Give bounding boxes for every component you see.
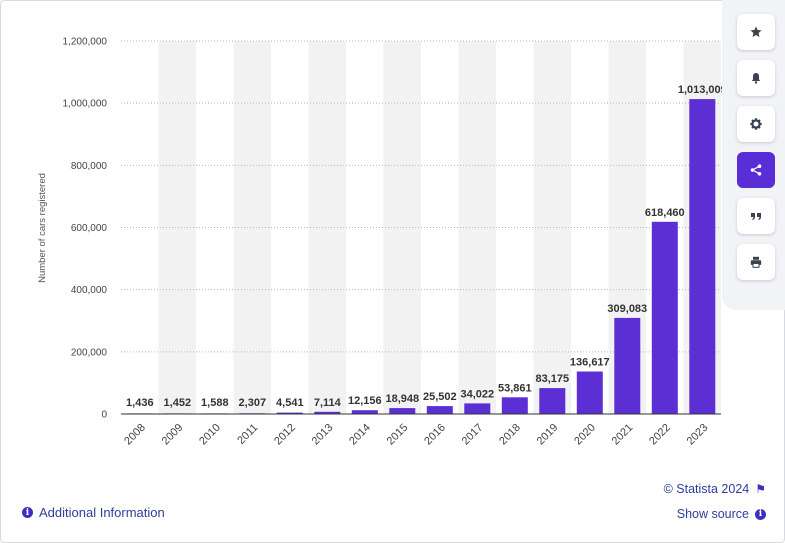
y-tick-label: 800,000 xyxy=(71,161,108,172)
bar-chart: 0 200,000 400,000 600,000 800,000 1,000,000 1,… xyxy=(37,37,722,448)
data-label: 34,022 xyxy=(460,388,494,400)
y-tick-label: 400,000 xyxy=(71,285,108,296)
x-tick-label: 2015 xyxy=(385,422,411,448)
data-label: 1,013,009 xyxy=(678,84,722,96)
x-tick-label: 2022 xyxy=(647,422,673,448)
data-label: 2,307 xyxy=(239,397,267,409)
y-tick-label: 200,000 xyxy=(71,347,108,358)
column-band xyxy=(308,41,346,414)
additional-information-link[interactable]: i Additional Information xyxy=(22,505,165,520)
y-tick-label: 600,000 xyxy=(71,223,108,234)
y-tick-label: 0 xyxy=(101,410,107,421)
y-axis-title: Number of cars registered xyxy=(37,173,48,283)
settings-button[interactable] xyxy=(737,106,775,142)
bar[interactable] xyxy=(614,317,641,414)
data-label: 7,114 xyxy=(314,397,342,409)
flag-icon: ⚑ xyxy=(755,482,766,496)
x-tick-label: 2018 xyxy=(497,422,523,448)
data-label: 83,175 xyxy=(535,373,569,385)
cite-button[interactable] xyxy=(737,198,775,234)
column-bands xyxy=(158,41,721,414)
info-icon: i xyxy=(22,507,33,518)
share-button[interactable] xyxy=(737,152,775,188)
bar[interactable] xyxy=(351,410,378,414)
x-tick-label: 2016 xyxy=(422,422,448,448)
data-label: 12,156 xyxy=(348,395,382,407)
bar[interactable] xyxy=(426,406,453,414)
gridlines xyxy=(121,40,721,353)
bar[interactable] xyxy=(276,412,303,414)
data-label: 1,588 xyxy=(201,397,229,409)
data-label: 1,436 xyxy=(126,397,154,409)
star-icon xyxy=(750,26,762,37)
column-band xyxy=(458,41,496,414)
bar[interactable] xyxy=(689,99,716,414)
data-label: 4,541 xyxy=(276,397,304,409)
bars xyxy=(126,99,716,415)
data-label: 618,460 xyxy=(645,207,685,219)
x-tick-label: 2011 xyxy=(235,422,260,447)
column-band xyxy=(233,41,271,414)
x-tick-label: 2010 xyxy=(197,422,223,448)
bar[interactable] xyxy=(651,221,678,414)
print-icon xyxy=(750,256,762,268)
notification-button[interactable] xyxy=(737,60,775,96)
column-band xyxy=(533,41,571,414)
x-tick-label: 2014 xyxy=(347,422,373,448)
x-tick-label: 2021 xyxy=(610,422,636,448)
copyright-label: © Statista 2024 xyxy=(663,482,750,496)
show-source-link[interactable]: Show source i xyxy=(677,507,766,521)
bar[interactable] xyxy=(501,397,528,414)
bar[interactable] xyxy=(576,371,603,415)
x-tick-label: 2020 xyxy=(572,422,598,448)
data-label: 1,452 xyxy=(164,397,192,409)
statista-copyright-link[interactable]: © Statista 2024 ⚑ xyxy=(664,482,766,496)
x-tick-label: 2012 xyxy=(272,422,298,448)
info-icon: i xyxy=(755,508,766,520)
x-axis-labels: 2008 2009 2010 2011 2012 2013 2014 2015 2016 2017… xyxy=(122,422,710,448)
data-label: 18,948 xyxy=(385,393,419,405)
y-tick-label: 1,200,000 xyxy=(63,37,108,48)
data-label: 25,502 xyxy=(423,391,457,403)
gear-icon xyxy=(750,118,762,130)
bar[interactable] xyxy=(539,388,566,414)
data-label: 53,861 xyxy=(498,382,532,394)
share-icon xyxy=(750,164,762,176)
bar[interactable] xyxy=(314,411,341,414)
x-tick-label: 2019 xyxy=(535,422,561,448)
y-tick-label: 1,000,000 xyxy=(63,99,108,110)
data-label: 309,083 xyxy=(607,303,647,315)
quote-icon xyxy=(751,213,761,220)
x-tick-label: 2009 xyxy=(160,422,186,448)
x-tick-label: 2008 xyxy=(122,422,148,448)
print-button[interactable] xyxy=(737,244,775,280)
x-tick-label: 2013 xyxy=(310,422,336,448)
show-source-label: Show source xyxy=(676,507,749,521)
x-tick-label: 2023 xyxy=(685,422,711,448)
favorite-button[interactable] xyxy=(737,14,775,50)
x-tick-label: 2017 xyxy=(460,422,486,448)
y-axis-labels: 0 200,000 400,000 600,000 800,000 1,000,000 1,… xyxy=(63,37,108,421)
bell-icon xyxy=(751,73,761,84)
bar[interactable] xyxy=(464,403,491,414)
additional-information-label: Additional Information xyxy=(39,505,165,520)
bar[interactable] xyxy=(389,408,416,414)
column-band xyxy=(158,41,196,414)
column-band xyxy=(383,41,421,414)
data-labels: 1,436 1,452 1,588 2,307 4,541 7,114 12,156 18,9… xyxy=(126,84,722,409)
data-label: 136,617 xyxy=(570,357,610,369)
